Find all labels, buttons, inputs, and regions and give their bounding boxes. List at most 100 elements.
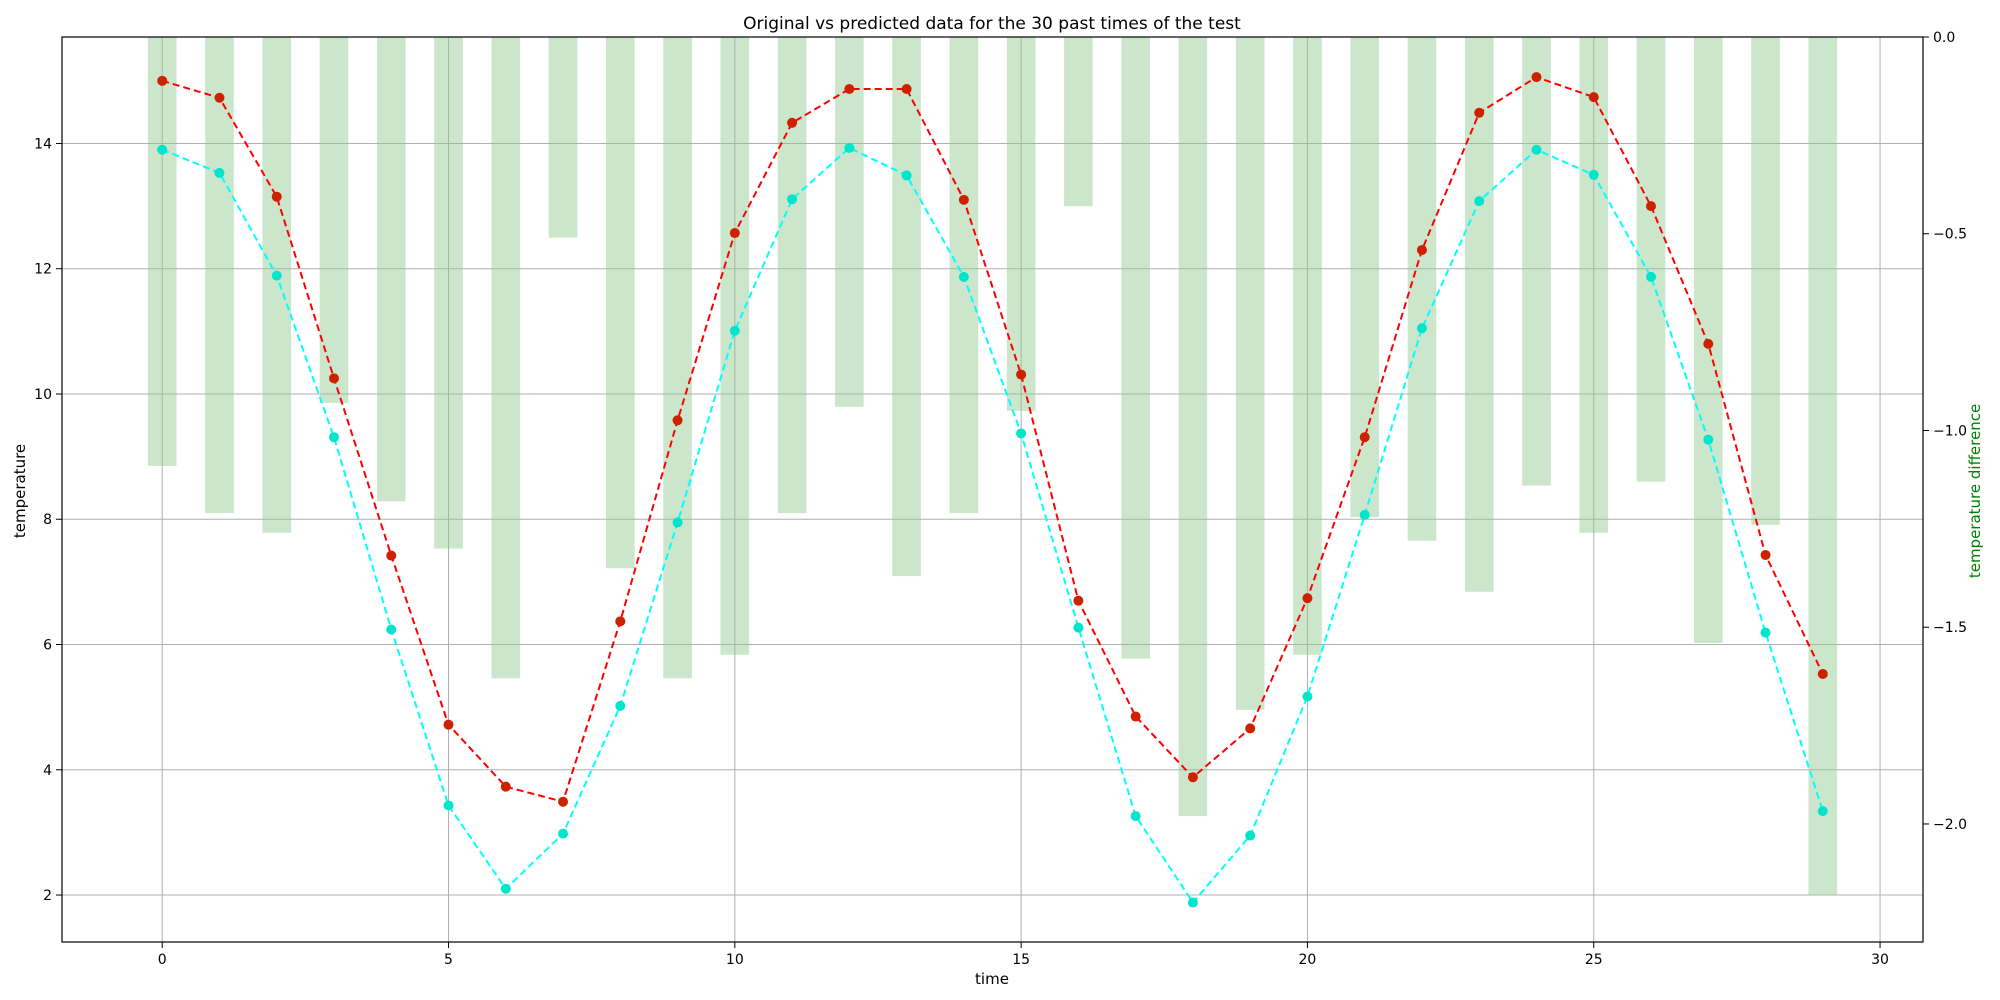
predicted-point bbox=[558, 828, 569, 839]
y2-tick-label: −1.5 bbox=[1933, 620, 1967, 636]
y2-tick-label: 0.0 bbox=[1933, 30, 1955, 46]
y-tick-label: 4 bbox=[43, 763, 52, 779]
difference-bar bbox=[491, 37, 521, 679]
original-point bbox=[1359, 432, 1370, 443]
predicted-point bbox=[214, 167, 225, 178]
y-tick-label: 8 bbox=[43, 512, 52, 528]
predicted-point bbox=[1187, 897, 1198, 908]
predicted-point bbox=[615, 700, 626, 711]
x-tick-label: 5 bbox=[444, 952, 453, 968]
original-point bbox=[1073, 595, 1084, 606]
y-tick-label: 10 bbox=[34, 387, 52, 403]
difference-bar bbox=[205, 37, 234, 514]
predicted-point bbox=[1016, 428, 1027, 439]
y2-tick-label: −2.0 bbox=[1933, 817, 1967, 833]
original-point bbox=[1187, 772, 1198, 783]
predicted-point bbox=[901, 170, 912, 181]
difference-bar bbox=[1293, 37, 1322, 655]
predicted-point bbox=[443, 800, 454, 811]
original-point bbox=[787, 117, 798, 128]
temperature-difference-bars bbox=[147, 37, 1838, 895]
difference-bar bbox=[1121, 37, 1150, 659]
difference-bar bbox=[376, 37, 406, 502]
y2-axis-label: temperature difference bbox=[1966, 404, 1984, 578]
predicted-point bbox=[1416, 323, 1427, 334]
predicted-point bbox=[1703, 434, 1714, 445]
x-tick-label: 20 bbox=[1299, 952, 1317, 968]
y2-tick-label: −0.5 bbox=[1933, 227, 1967, 243]
original-point bbox=[1817, 668, 1828, 679]
original-point bbox=[1016, 369, 1027, 380]
original-point bbox=[157, 75, 168, 86]
original-point bbox=[1646, 201, 1657, 212]
original-point bbox=[500, 781, 511, 792]
predicted-point bbox=[1760, 627, 1771, 638]
difference-bar bbox=[892, 37, 921, 577]
y-axis-ticks: 2 4 6 8 10 12 14 bbox=[34, 136, 62, 904]
difference-bar bbox=[1350, 37, 1380, 518]
original-point bbox=[1531, 72, 1542, 83]
x-tick-label: 10 bbox=[726, 952, 744, 968]
original-point bbox=[1588, 92, 1599, 103]
predicted-point bbox=[787, 194, 798, 205]
difference-bar bbox=[1636, 37, 1666, 482]
difference-bar bbox=[434, 37, 463, 549]
difference-bar bbox=[1751, 37, 1780, 525]
original-point bbox=[214, 92, 225, 103]
difference-bar bbox=[1464, 37, 1494, 592]
x-axis-label: time bbox=[975, 970, 1009, 988]
predicted-point bbox=[1531, 144, 1542, 155]
predicted-point bbox=[672, 517, 683, 528]
difference-bar bbox=[1407, 37, 1437, 541]
predicted-point bbox=[1646, 271, 1657, 282]
original-point bbox=[328, 373, 339, 384]
original-point bbox=[1703, 338, 1714, 349]
predicted-point bbox=[157, 144, 168, 155]
series-lines bbox=[157, 72, 1828, 908]
original-series-line bbox=[161, 75, 1824, 803]
x-tick-label: 0 bbox=[158, 952, 167, 968]
original-point bbox=[558, 796, 569, 807]
chart-title: Original vs predicted data for the 30 pa… bbox=[743, 14, 1241, 34]
predicted-point bbox=[500, 883, 511, 894]
original-point bbox=[386, 550, 397, 561]
difference-bar bbox=[147, 37, 177, 466]
y-tick-label: 14 bbox=[34, 136, 52, 152]
y2-tick-label: −1.0 bbox=[1933, 423, 1967, 439]
y2-axis-ticks: 0.0 −0.5 −1.0 −1.5 −2.0 bbox=[1923, 30, 1967, 833]
difference-bar bbox=[319, 37, 349, 403]
predicted-point bbox=[1130, 811, 1141, 822]
x-tick-label: 15 bbox=[1012, 952, 1030, 968]
original-point bbox=[1760, 549, 1771, 560]
y-axis-label: temperature bbox=[11, 444, 29, 538]
predicted-point bbox=[1817, 806, 1828, 817]
difference-bar bbox=[720, 37, 750, 655]
predicted-point bbox=[1359, 509, 1370, 520]
x-tick-label: 30 bbox=[1871, 952, 1889, 968]
predicted-point bbox=[1302, 691, 1313, 702]
predicted-point bbox=[844, 142, 855, 153]
predicted-point bbox=[1073, 622, 1084, 633]
difference-bar bbox=[1522, 37, 1551, 486]
original-point bbox=[1416, 244, 1427, 255]
predicted-point bbox=[1474, 196, 1485, 207]
original-point bbox=[1245, 723, 1256, 734]
predicted-point bbox=[386, 624, 397, 635]
original-point bbox=[1474, 107, 1485, 118]
predicted-point bbox=[958, 271, 969, 282]
original-point bbox=[1130, 711, 1141, 722]
difference-bar bbox=[777, 37, 807, 514]
original-point bbox=[729, 228, 740, 239]
difference-bar bbox=[1006, 37, 1036, 411]
predicted-series-line bbox=[161, 146, 1824, 905]
original-point bbox=[958, 194, 969, 205]
difference-bar bbox=[1579, 37, 1609, 533]
grid bbox=[62, 37, 1923, 942]
difference-bar bbox=[663, 37, 692, 679]
predicted-point bbox=[1588, 169, 1599, 180]
original-point bbox=[901, 83, 912, 94]
difference-bar bbox=[1808, 37, 1838, 895]
original-point bbox=[615, 616, 626, 627]
